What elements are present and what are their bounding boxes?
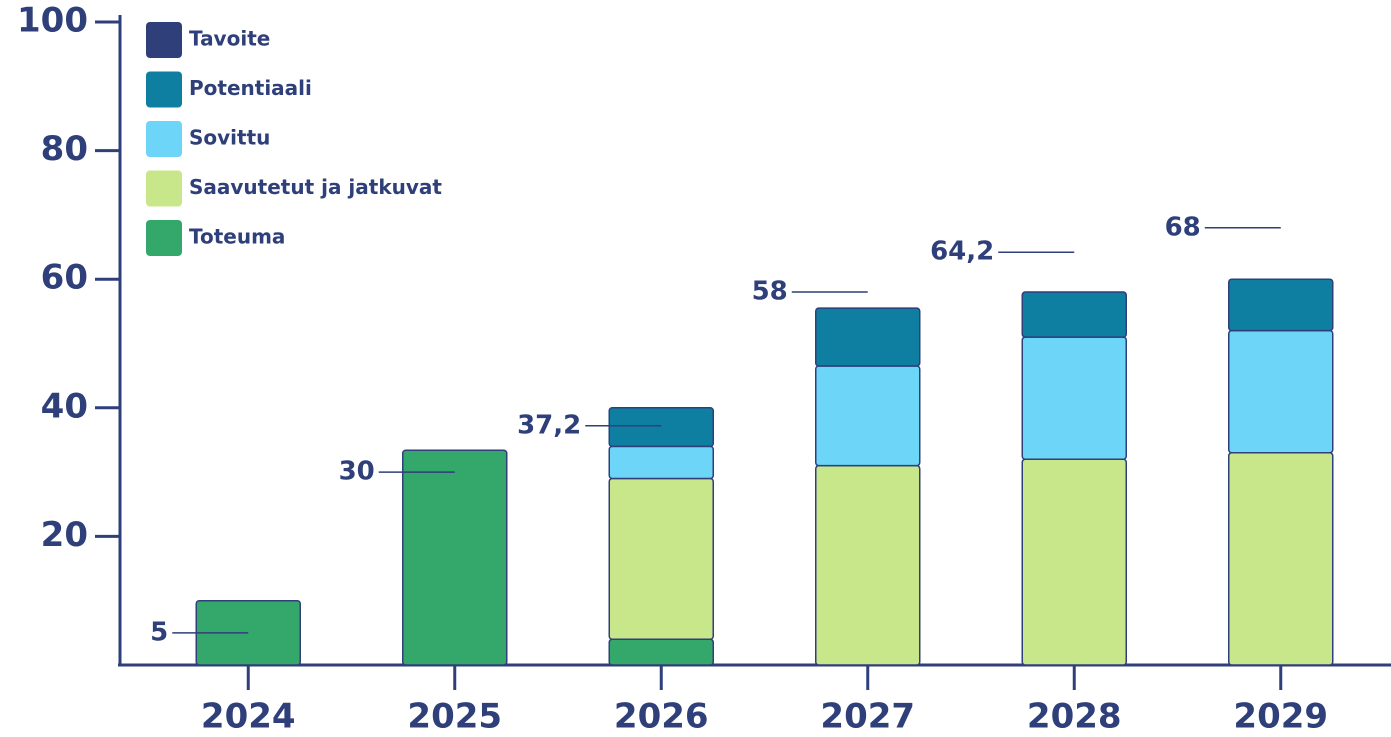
bar-segment [1228, 452, 1334, 666]
target-label: 5 [150, 617, 168, 647]
x-tick-label: 2024 [201, 697, 296, 737]
y-tick-label: 20 [41, 515, 88, 555]
bar-segment [815, 365, 921, 467]
x-tick-label: 2029 [1233, 697, 1328, 737]
bar-segment [608, 638, 714, 666]
legend-swatch [146, 170, 182, 207]
bar-segment [608, 407, 714, 448]
y-tick-label: 60 [41, 258, 88, 298]
bar-segment [608, 445, 714, 480]
legend-label: Tavoite [189, 27, 270, 51]
y-tick-label: 100 [17, 1, 88, 41]
target-label: 68 [1165, 212, 1201, 242]
target-label: 37,2 [517, 410, 581, 440]
bar-segment [815, 464, 921, 666]
bar-segment [1021, 291, 1127, 338]
y-tick-label: 80 [41, 129, 88, 169]
bar-segment [1021, 458, 1127, 666]
bar-segment [1021, 336, 1127, 460]
x-tick-label: 2025 [407, 697, 502, 737]
x-tick-label: 2027 [820, 697, 915, 737]
legend-label: Sovittu [189, 126, 270, 150]
x-tick-label: 2028 [1027, 697, 1122, 737]
target-label: 58 [752, 277, 788, 307]
bar-segment [608, 477, 714, 641]
legend-label: Saavutetut ja jatkuvat [189, 175, 442, 199]
y-tick-label: 40 [41, 386, 88, 426]
x-tick-label: 2026 [614, 697, 709, 737]
bar-segment [1228, 278, 1334, 332]
legend-swatch [146, 71, 182, 108]
bar-segment [1228, 329, 1334, 454]
target-label: 64,2 [930, 237, 994, 267]
legend-label: Potentiaali [189, 76, 312, 100]
legend-swatch [146, 220, 182, 256]
bar-segment [402, 449, 508, 666]
bar-segment [815, 307, 921, 367]
legend-swatch [146, 121, 182, 157]
target-label: 30 [339, 457, 375, 487]
legend-swatch [146, 22, 182, 58]
legend-label: Toteuma [189, 225, 285, 249]
